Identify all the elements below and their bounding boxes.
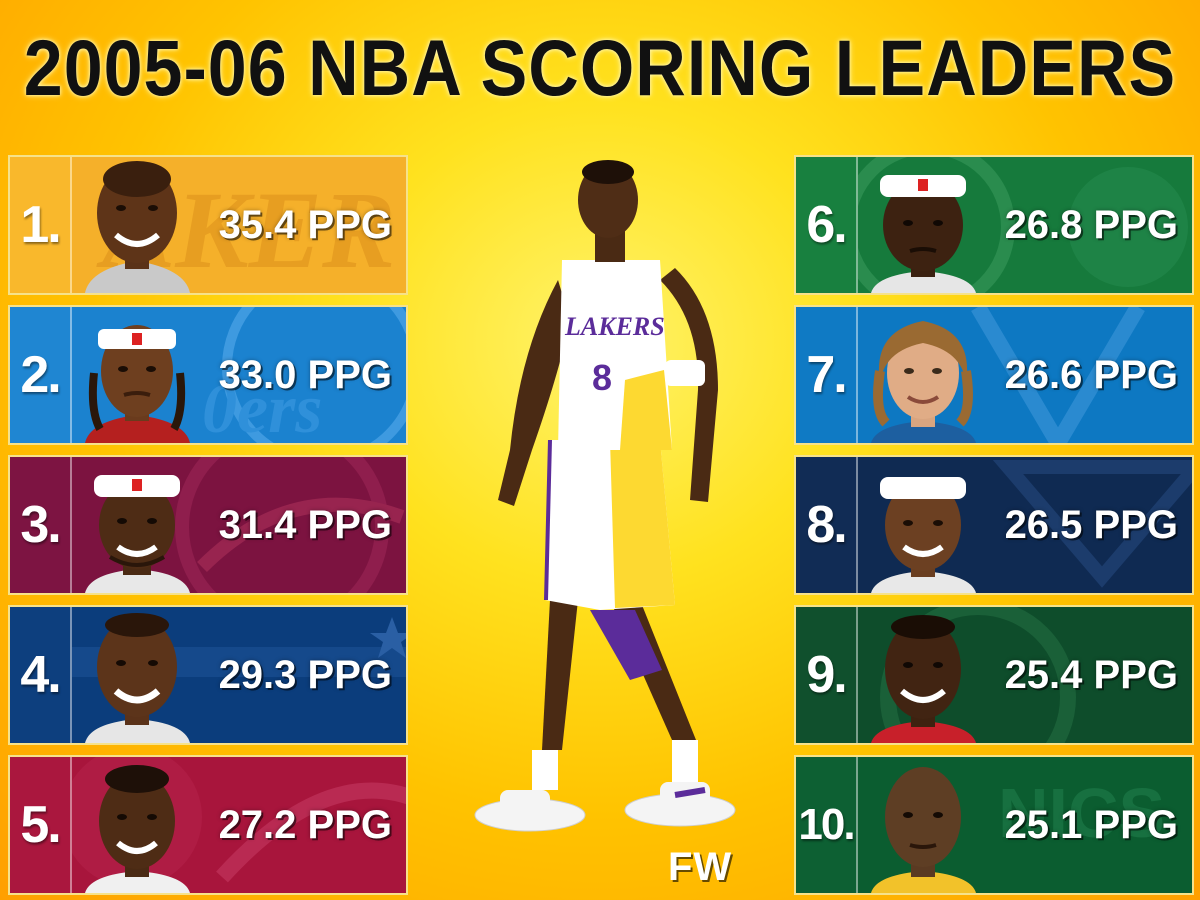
svg-text:LAKERS: LAKERS: [564, 312, 665, 341]
player-portrait: [871, 175, 976, 293]
ppg-value: 29.3 PPG: [218, 653, 392, 697]
player-portrait: [85, 325, 190, 443]
ppg-value: 26.8 PPG: [1004, 203, 1178, 247]
player-portrait: [871, 477, 976, 593]
ppg-value: 31.4 PPG: [218, 503, 392, 547]
ppg-value: 26.6 PPG: [1004, 353, 1178, 397]
leader-card-10: NICS 10. 25.1 PPG: [794, 755, 1194, 895]
page-title: 2005-06 NBA SCORING LEADERS: [23, 24, 1177, 112]
leader-card-1: AKER 1. 35.4 PPG: [8, 155, 408, 295]
ppg-value: 25.4 PPG: [1004, 653, 1178, 697]
svg-text:8: 8: [592, 357, 612, 398]
ppg-value: 27.2 PPG: [218, 803, 392, 847]
leader-card-5: 5. 27.2 PPG: [8, 755, 408, 895]
ppg-value: 35.4 PPG: [218, 203, 392, 247]
leader-card-7: 7. 26.6 PPG: [794, 305, 1194, 445]
watermark-logo: FW: [668, 845, 733, 889]
rank-label: 9.: [796, 607, 858, 743]
rank-label: 5.: [10, 757, 72, 893]
player-portrait: [871, 615, 976, 743]
player-portrait: [871, 767, 976, 893]
svg-text:0ers: 0ers: [202, 371, 323, 443]
rank-label: 10.: [796, 757, 858, 893]
player-portrait: [85, 765, 190, 893]
featured-player-image: LAKERS 8: [474, 160, 736, 832]
rank-label: 6.: [796, 157, 858, 293]
rank-label: 8.: [796, 457, 858, 593]
rank-label: 3.: [10, 457, 72, 593]
rank-label: 2.: [10, 307, 72, 443]
leader-card-9: 9. 25.4 PPG: [794, 605, 1194, 745]
player-portrait: [871, 321, 976, 443]
player-portrait: [85, 475, 190, 593]
ppg-value: 26.5 PPG: [1004, 503, 1178, 547]
leader-card-3: 3. 31.4 PPG: [8, 455, 408, 595]
rank-label: 1.: [10, 157, 72, 293]
rank-label: 4.: [10, 607, 72, 743]
svg-text:NICS: NICS: [998, 774, 1165, 852]
leader-card-4: 4. 29.3 PPG: [8, 605, 408, 745]
player-portrait: [85, 161, 190, 293]
player-portrait: [85, 613, 190, 743]
leader-card-8: 8. 26.5 PPG: [794, 455, 1194, 595]
leader-card-2: 0ers 2. 33.0 PPG: [8, 305, 408, 445]
ppg-value: 25.1 PPG: [1004, 803, 1178, 847]
ppg-value: 33.0 PPG: [218, 353, 392, 397]
rank-label: 7.: [796, 307, 858, 443]
leader-card-6: 6. 26.8 PPG: [794, 155, 1194, 295]
